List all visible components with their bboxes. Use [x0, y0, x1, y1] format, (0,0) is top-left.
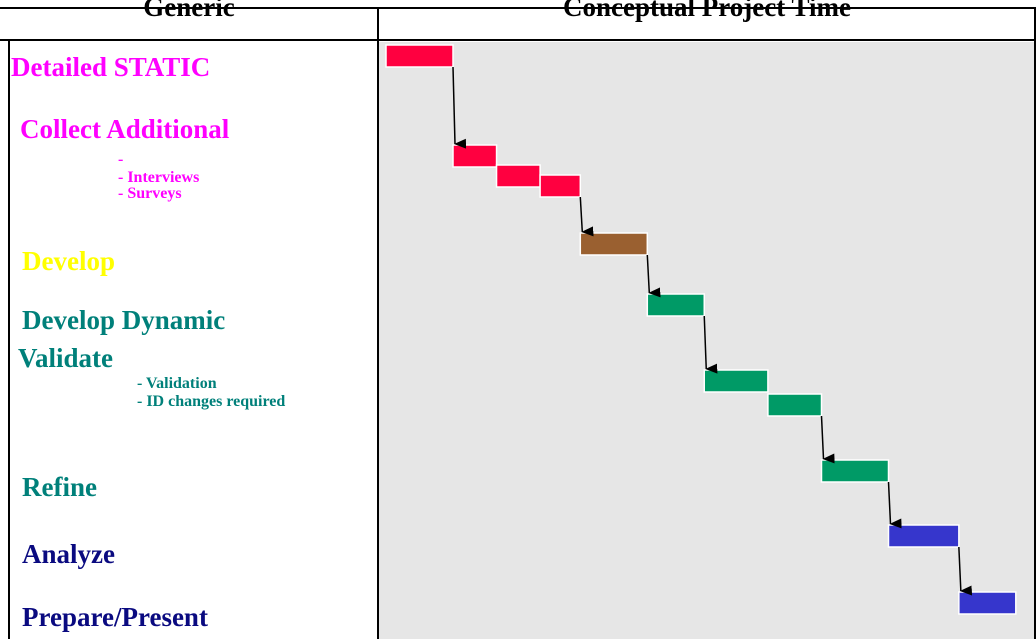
gantt-bar — [452, 144, 498, 168]
task-label-refine: Refine — [22, 472, 97, 502]
dependency-arrow — [958, 546, 973, 596]
left-column-title: Generic — [143, 0, 235, 22]
dependency-arrow — [887, 481, 902, 529]
dependency-arrow — [703, 315, 718, 374]
task-label-detailed-static: Detailed STATIC — [11, 52, 211, 82]
task-sub-item: - Surveys — [118, 185, 182, 202]
task-label-develop: Develop — [22, 246, 115, 276]
dependency-arrows — [452, 66, 973, 596]
gantt-bar — [887, 524, 960, 548]
gantt-bar — [495, 164, 541, 188]
task-sub-item: - Validation — [137, 375, 217, 392]
task-label-develop-dynamic: Develop Dynamic — [22, 305, 226, 335]
gantt-bar — [958, 591, 1017, 615]
task-label-validate: Validate — [18, 343, 114, 373]
gantt-bar — [385, 44, 454, 68]
gantt-bar — [703, 369, 769, 393]
right-column-title: Conceptual Project Time — [563, 0, 851, 22]
dependency-arrow — [820, 415, 835, 464]
dependency-arrow — [452, 66, 467, 149]
dependency-arrow — [579, 196, 594, 237]
task-sub-item: - ID changes required — [137, 393, 286, 410]
task-label-prepare-present: Prepare/Present — [22, 602, 208, 632]
gantt-bar — [646, 293, 705, 317]
gantt-bar — [820, 459, 890, 483]
bars-layer — [385, 44, 1017, 615]
chart-background — [379, 42, 1036, 639]
dependency-arrow — [646, 254, 661, 298]
gantt-bar — [539, 174, 582, 198]
task-label-collect-additional: Collect Additional — [20, 114, 230, 144]
gantt-bar — [579, 232, 649, 256]
task-label-analyze: Analyze — [22, 539, 115, 569]
gantt-bar — [767, 393, 823, 417]
task-sub-item: - Interviews — [118, 169, 200, 186]
task-sub-item: - — [118, 151, 124, 168]
